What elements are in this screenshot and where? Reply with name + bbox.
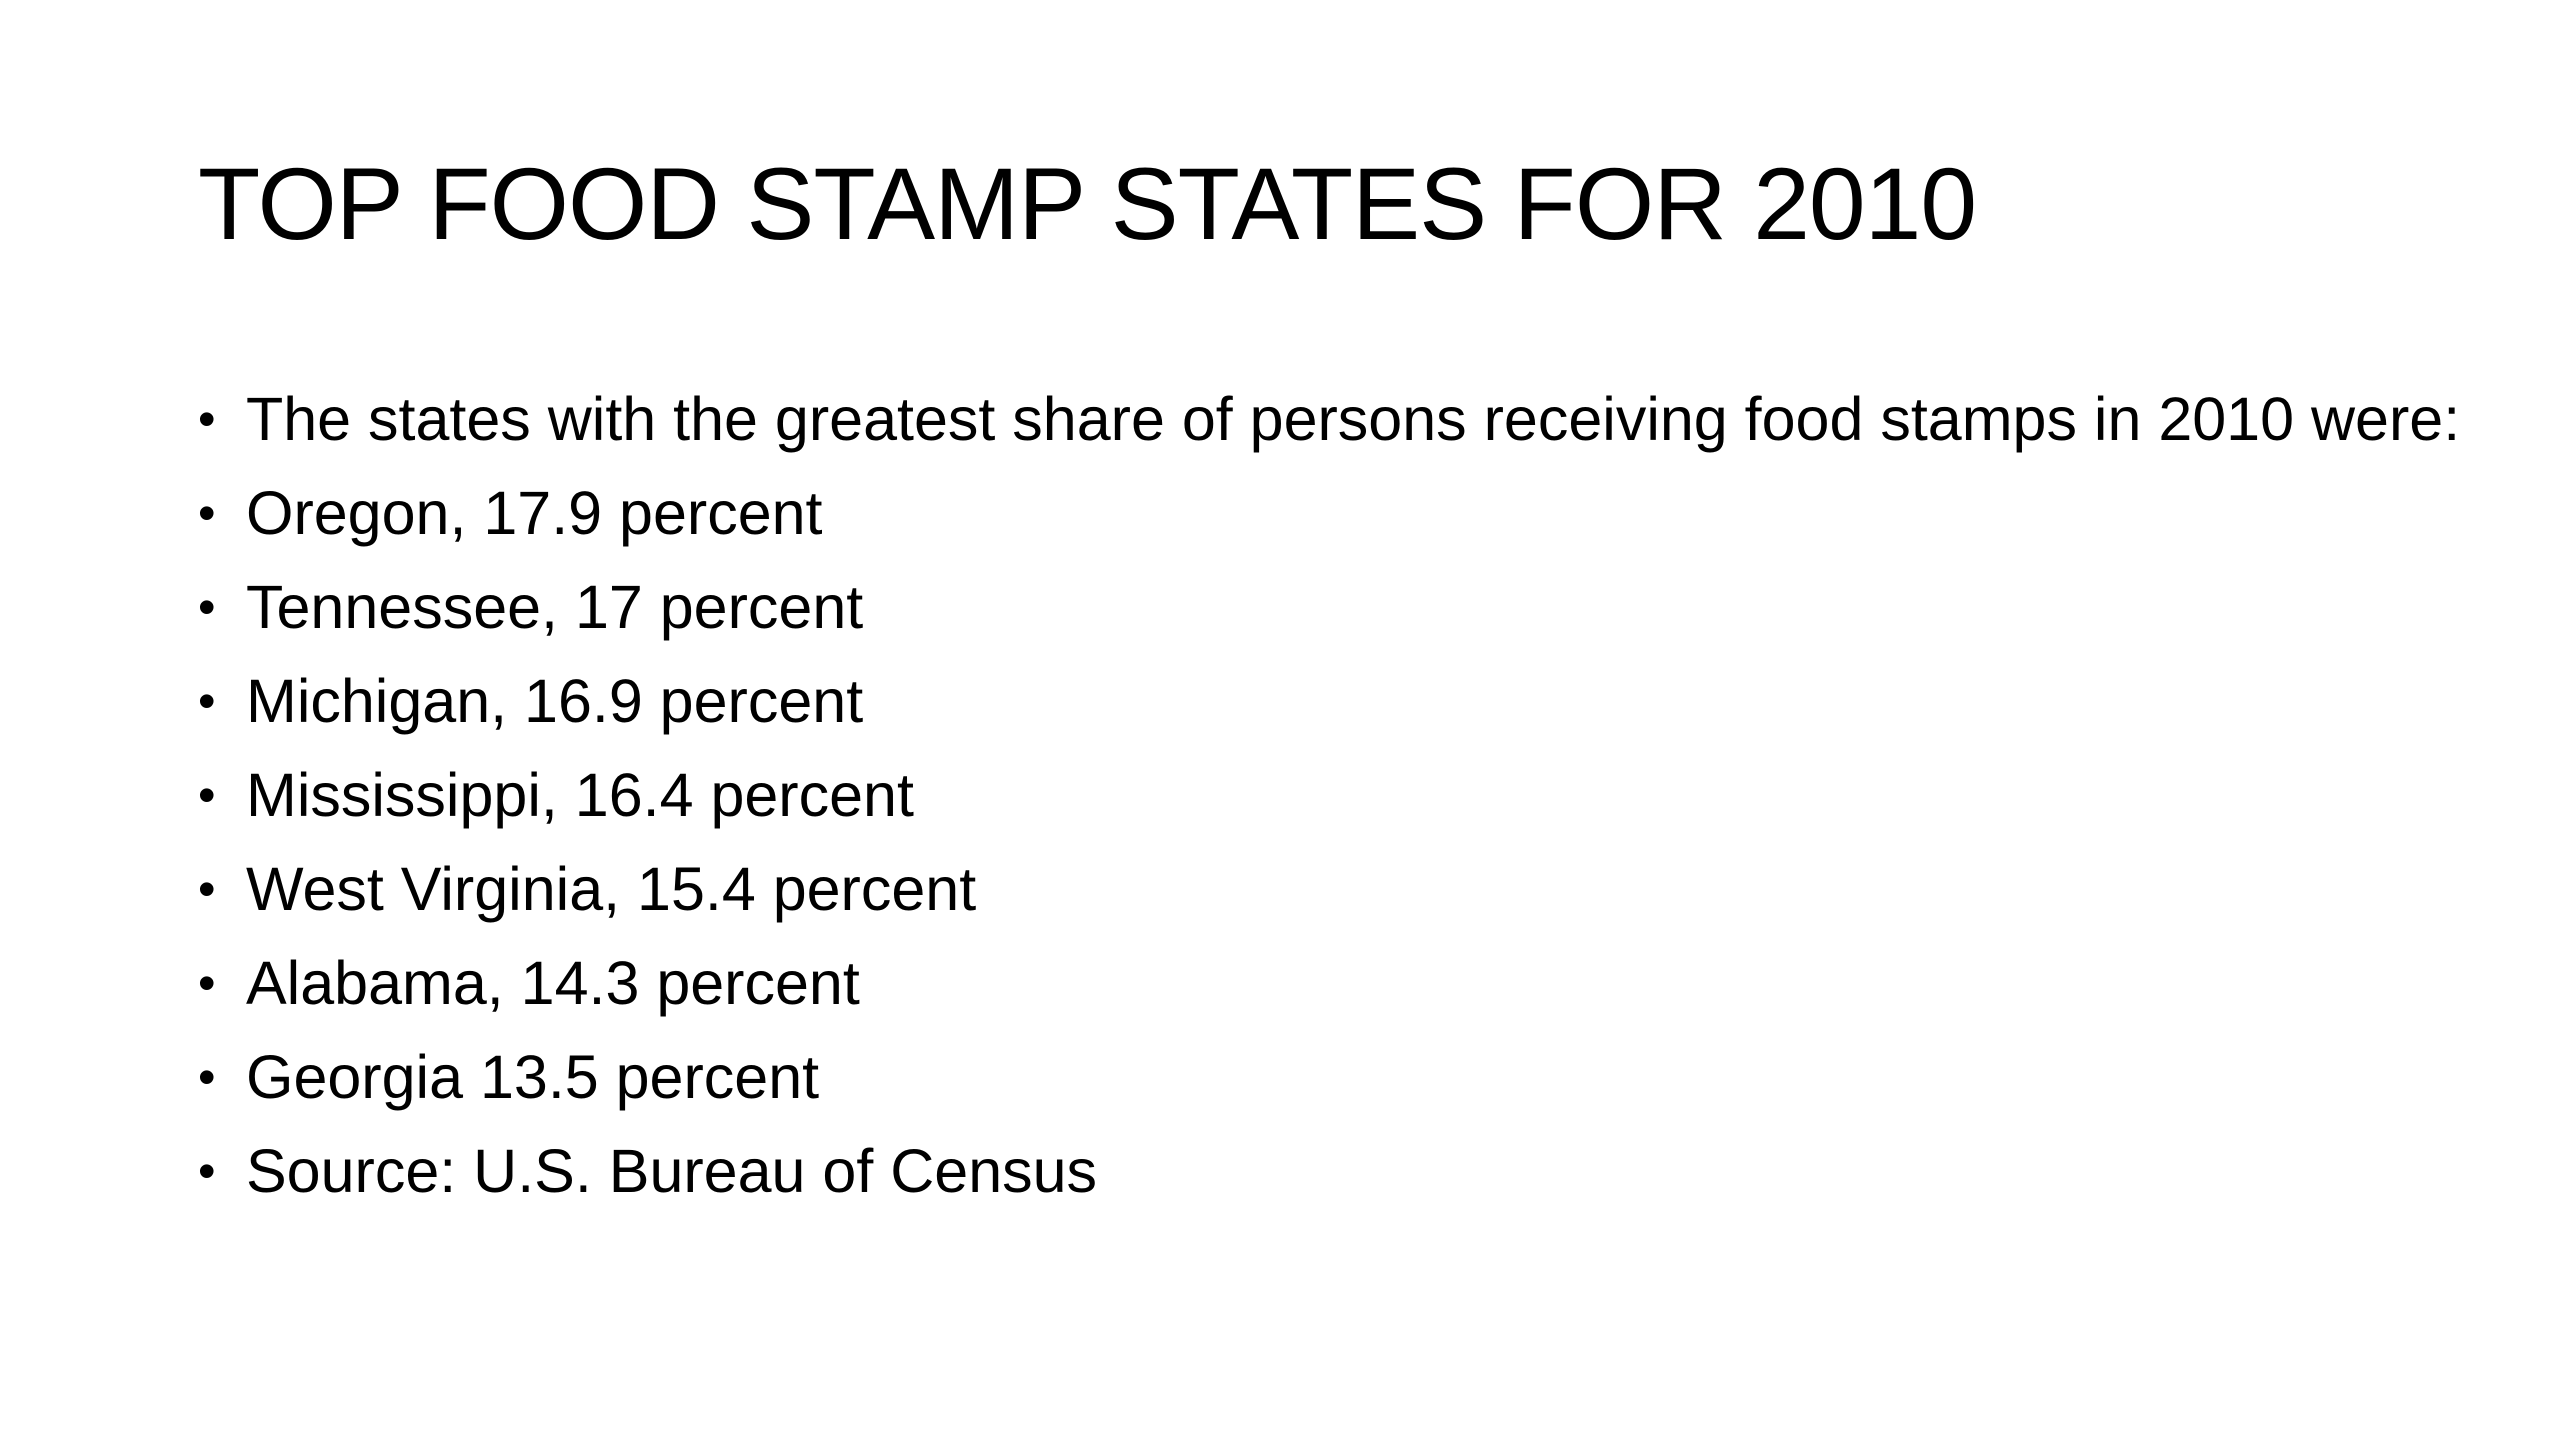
bullet-text: Georgia 13.5 percent xyxy=(246,1043,820,1111)
bullet-icon: • xyxy=(198,955,216,1011)
bullet-item-tennessee: • Tennessee, 17 percent xyxy=(198,576,2478,638)
bullet-text: Mississippi, 16.4 percent xyxy=(246,761,914,829)
bullet-item-west-virginia: • West Virginia, 15.4 percent xyxy=(198,858,2478,920)
bullet-icon: • xyxy=(198,485,216,541)
bullet-text: Alabama, 14.3 percent xyxy=(246,949,860,1017)
bullet-list: • The states with the greatest share of … xyxy=(198,388,2478,1234)
bullet-icon: • xyxy=(198,1049,216,1105)
bullet-text: The states with the greatest share of pe… xyxy=(246,385,2461,453)
bullet-item-source: • Source: U.S. Bureau of Census xyxy=(198,1140,2478,1202)
bullet-text: Tennessee, 17 percent xyxy=(246,573,864,641)
slide-title: TOP FOOD STAMP STATES FOR 2010 xyxy=(198,147,1977,261)
bullet-icon: • xyxy=(198,861,216,917)
bullet-item-georgia: • Georgia 13.5 percent xyxy=(198,1046,2478,1108)
bullet-text: Source: U.S. Bureau of Census xyxy=(246,1137,1098,1205)
bullet-icon: • xyxy=(198,579,216,635)
bullet-item-mississippi: • Mississippi, 16.4 percent xyxy=(198,764,2478,826)
bullet-icon: • xyxy=(198,1143,216,1199)
bullet-icon: • xyxy=(198,767,216,823)
bullet-item-michigan: • Michigan, 16.9 percent xyxy=(198,670,2478,732)
bullet-text: Michigan, 16.9 percent xyxy=(246,667,864,735)
bullet-item-oregon: • Oregon, 17.9 percent xyxy=(198,482,2478,544)
bullet-item-intro: • The states with the greatest share of … xyxy=(198,388,2478,450)
bullet-text: West Virginia, 15.4 percent xyxy=(246,855,977,923)
bullet-item-alabama: • Alabama, 14.3 percent xyxy=(198,952,2478,1014)
bullet-text: Oregon, 17.9 percent xyxy=(246,479,823,547)
bullet-icon: • xyxy=(198,673,216,729)
bullet-icon: • xyxy=(198,391,216,447)
